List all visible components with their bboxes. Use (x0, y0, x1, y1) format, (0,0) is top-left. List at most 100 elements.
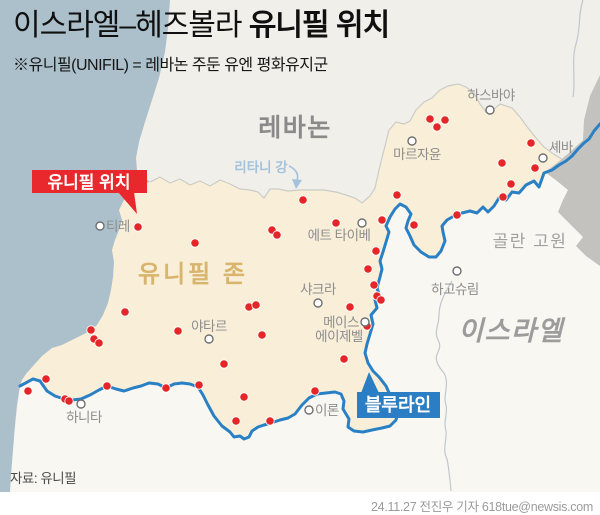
litani-arrowhead (292, 179, 302, 189)
litani-river-label: 리타니 강 (234, 159, 288, 175)
town-marker-0: 티레 (95, 219, 130, 234)
town-circle-icon (304, 405, 314, 415)
unifil-post-dot (64, 396, 74, 406)
source-label: 자료: 유니필 (10, 471, 76, 486)
town-circle-icon (452, 266, 462, 276)
unifil-post-dot (345, 302, 355, 312)
unifil-post-dot (194, 380, 204, 390)
town-circle-icon (538, 153, 548, 163)
unifil-posts-layer (23, 114, 540, 426)
unifil-position-callout-pointer (118, 192, 137, 214)
unifil-post-dot (432, 122, 442, 132)
litani-river-line (149, 83, 568, 204)
unifil-post-dot (41, 374, 51, 384)
unifil-position-callout: 유니필 위치 (32, 170, 147, 214)
unifil-post-dot (363, 264, 373, 274)
unifil-post-dot (298, 195, 308, 205)
unifil-post-dot (133, 222, 143, 232)
unifil-post-dot (409, 220, 419, 230)
town-circle-icon (313, 298, 323, 308)
unifil-post-dot (425, 114, 435, 124)
credit-line: 24.11.27 전진우 기자 618tue@newsis.com (371, 500, 593, 514)
town-label: 야타르 (191, 319, 227, 334)
blue-line-callout-label: 블루라인 (365, 395, 431, 415)
unifil-post-dot (251, 300, 261, 310)
israel-label: 이스라엘 (458, 316, 566, 346)
unifil-post-dot (497, 158, 507, 168)
litani-arrow (288, 165, 299, 182)
town-label: 하니타 (66, 410, 103, 425)
blue-line-callout: 블루라인 (357, 372, 440, 418)
unifil-post-dot (530, 163, 540, 173)
unifil-post-dot (120, 307, 130, 317)
unifil-post-dot (377, 215, 387, 225)
golan-heights-area (545, 75, 600, 266)
unifil-post-dot (219, 359, 229, 369)
unifil-zone-area (20, 84, 567, 439)
unifil-post-dot (526, 138, 536, 148)
town-marker-4: 에트 타이베 (308, 218, 371, 243)
unifil-post-dot (94, 338, 104, 348)
unifil-post-dot (239, 392, 249, 402)
town-marker-2: 마르자윤 (393, 136, 441, 162)
unifil-position-callout-box (32, 170, 147, 193)
town-circle-icon (485, 105, 495, 115)
unifil-position-callout-label: 유니필 위치 (48, 173, 131, 192)
unifil-post-dot (498, 192, 508, 202)
unifil-post-dot (102, 381, 112, 391)
hasbani-river-line (572, 0, 584, 98)
unifil-post-dot (231, 416, 241, 426)
town-label: 에트 타이베 (308, 228, 371, 243)
title-block: 이스라엘–헤즈볼라 유니필 위치 ※유니필(UNIFIL) = 레바논 주둔 유… (13, 9, 573, 75)
page-subtitle: ※유니필(UNIFIL) = 레바논 주둔 유엔 평화유지군 (13, 56, 328, 74)
town-label-line2: 에이제벨 (315, 329, 363, 344)
town-label: 마르자윤 (393, 147, 441, 162)
unifil-post-dot (190, 238, 200, 248)
lebanon-label: 레바논 (258, 114, 332, 142)
town-marker-8: 하니타 (66, 399, 103, 425)
town-label: 하스바야 (467, 88, 515, 103)
town-circle-icon (76, 399, 86, 409)
unifil-post-dot (161, 383, 171, 393)
unifil-post-dot (173, 326, 183, 336)
town-marker-9: 이론 (304, 403, 339, 418)
unifil-zone-label: 유니필 존 (138, 261, 248, 288)
town-circle-icon (95, 221, 105, 231)
unifil-post-dot (265, 416, 275, 426)
unifil-post-dot (86, 325, 96, 335)
town-marker-1: 하스바야 (467, 88, 515, 115)
town-label: 티레 (106, 219, 130, 234)
town-marker-7: 야타르 (191, 319, 227, 344)
town-marker-10: 하고슈림 (431, 266, 479, 297)
town-circle-icon (407, 136, 417, 146)
unifil-post-dot (257, 330, 267, 340)
blue-line-border (18, 122, 600, 441)
unifil-post-dot (23, 386, 33, 396)
unifil-post-dot (339, 354, 349, 364)
town-label: 하고슈림 (431, 282, 479, 297)
unifil-post-dot (452, 210, 462, 220)
unifil-post-dot (272, 230, 282, 240)
town-circle-icon (360, 317, 370, 327)
jordan-river-line (435, 280, 453, 492)
town-circle-icon (204, 334, 214, 344)
mediterranean-sea-area (0, 0, 170, 492)
blue-line-callout-box (357, 392, 440, 418)
town-circle-icon (357, 218, 367, 228)
golan-heights-label: 골란 고원 (493, 232, 568, 251)
unifil-post-dot (440, 115, 450, 125)
page-title-regular: 이스라엘–헤즈볼라 (13, 9, 249, 42)
town-marker-5: 샤크라 (300, 282, 337, 308)
unifil-post-dot (369, 280, 379, 290)
unifil-post-dot (392, 190, 402, 200)
page-title-bold: 유니필 위치 (248, 9, 390, 42)
unifil-post-dot (506, 179, 516, 189)
unifil-post-dot (371, 246, 381, 256)
town-label: 이론 (315, 403, 339, 418)
town-label: 셰바 (549, 140, 574, 155)
israel-land-area (8, 124, 600, 492)
